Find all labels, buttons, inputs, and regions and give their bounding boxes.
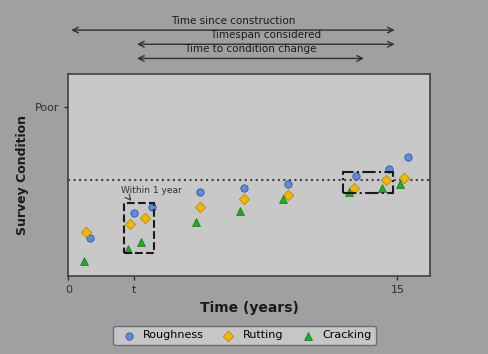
Text: Timespan considered: Timespan considered — [210, 30, 321, 40]
Point — [141, 216, 149, 221]
Point — [196, 204, 203, 210]
Point — [351, 173, 359, 179]
Bar — [124, 203, 154, 253]
Point — [82, 229, 90, 235]
Point — [86, 235, 94, 240]
Point — [80, 258, 87, 264]
Point — [126, 221, 134, 227]
Point — [130, 210, 138, 216]
Text: Time to condition change: Time to condition change — [184, 44, 316, 54]
Point — [147, 204, 155, 210]
Text: Time since construction: Time since construction — [170, 16, 295, 26]
Point — [240, 196, 247, 202]
Point — [137, 239, 144, 244]
Point — [382, 177, 389, 183]
Text: Within 1 year: Within 1 year — [121, 187, 182, 195]
Point — [196, 189, 203, 194]
Point — [395, 181, 403, 187]
Point — [283, 181, 291, 187]
Point — [349, 185, 357, 190]
Point — [123, 246, 131, 252]
Point — [345, 189, 352, 194]
Point — [191, 219, 199, 225]
Point — [377, 185, 385, 190]
Point — [240, 185, 247, 190]
Point — [384, 166, 392, 171]
Point — [399, 175, 407, 181]
Point — [283, 193, 291, 198]
Bar — [342, 172, 392, 194]
X-axis label: Time (years): Time (years) — [200, 301, 298, 315]
Y-axis label: Survey Condition: Survey Condition — [16, 115, 29, 235]
Point — [235, 208, 243, 213]
Point — [279, 196, 287, 202]
Legend: Roughness, Rutting, Cracking: Roughness, Rutting, Cracking — [113, 326, 375, 345]
Point — [404, 154, 411, 160]
